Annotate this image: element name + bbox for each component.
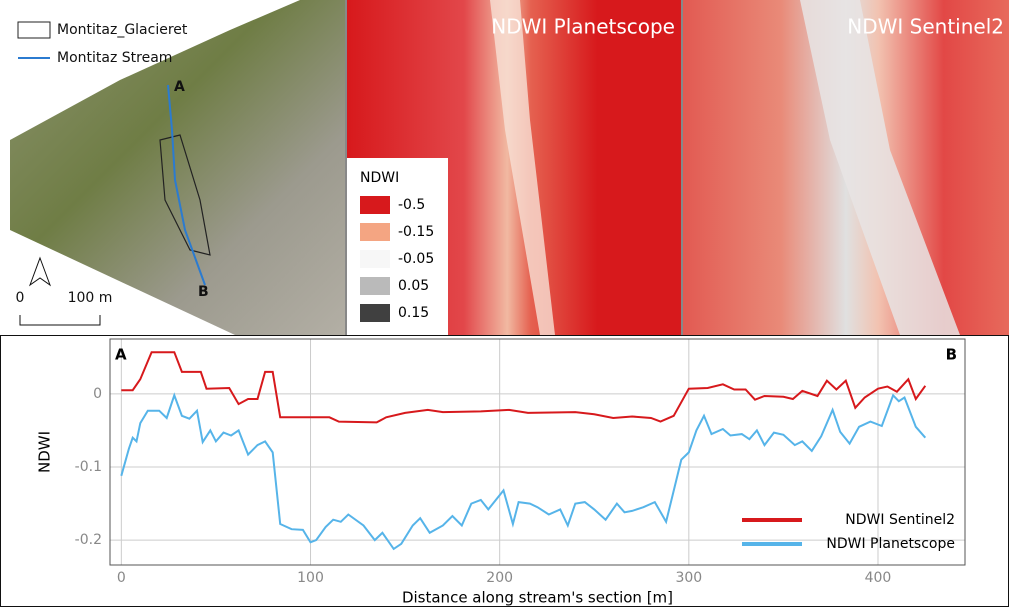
legend-label: -0.15 [398,224,434,240]
legend-label: 0.15 [398,305,429,321]
scale-label: 100 m [68,290,113,306]
y-tick-label: -0.1 [75,459,102,475]
panel-title: NDWI Planetscope [491,15,675,39]
legend-label: -0.5 [398,197,425,213]
annotation: B [946,346,957,364]
point-label: A [174,79,185,95]
legend-title: NDWI [360,170,399,186]
x-tick-label: 0 [117,570,126,586]
sentinel2-panel [683,0,1009,335]
panel-title: NDWI Sentinel2 [847,15,1004,39]
y-axis-title: NDWI [36,431,54,473]
legend-label: Montitaz Stream [57,50,172,66]
legend-swatch [360,277,390,295]
plot-area [110,339,965,565]
figure: Montitaz_GlacieretMontitaz StreamAB0100 … [0,0,1009,607]
x-tick-label: 400 [865,570,892,586]
annotation: A [115,346,127,364]
legend-label: NDWI Planetscope [826,536,955,552]
x-tick-label: 200 [486,570,513,586]
x-tick-label: 100 [297,570,324,586]
legend-label: Montitaz_Glacieret [57,22,188,38]
legend-label: 0.05 [398,278,429,294]
point-label: B [198,284,209,300]
y-tick-label: 0 [93,386,102,402]
x-tick-label: 300 [675,570,702,586]
legend-swatch [360,223,390,241]
legend-swatch [360,304,390,322]
y-tick-label: -0.2 [75,532,102,548]
legend-swatch [360,196,390,214]
legend-label: -0.05 [398,251,434,267]
x-axis-title: Distance along stream's section [m] [402,589,673,607]
scale-label: 0 [16,290,25,306]
legend-label: NDWI Sentinel2 [845,512,955,528]
legend-swatch [360,250,390,268]
